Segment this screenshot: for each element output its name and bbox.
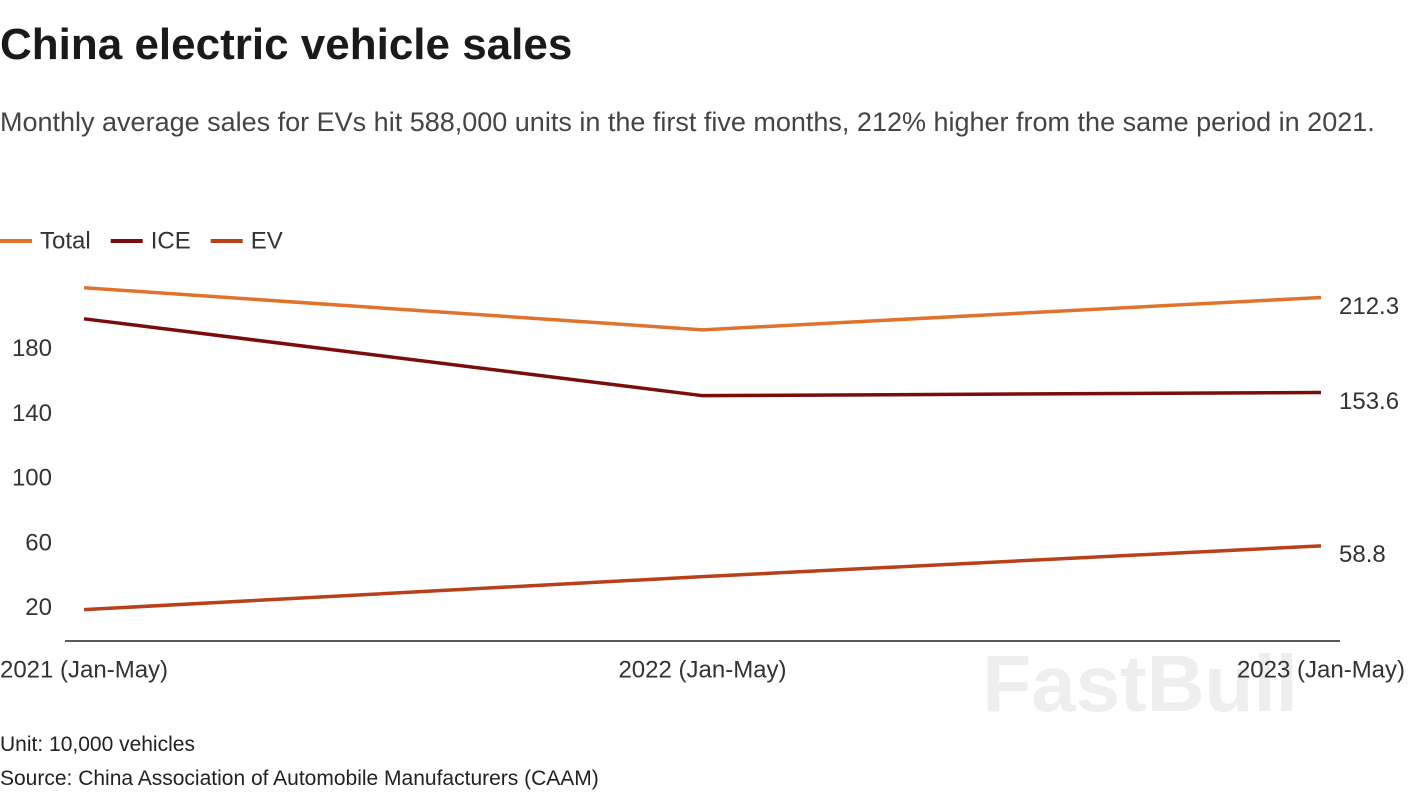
unit-note: Unit: 10,000 vehicles [0, 733, 195, 756]
chart-title: China electric vehicle sales [0, 20, 573, 69]
series-line [83, 544, 1322, 612]
y-tick-label: 180 [12, 335, 52, 362]
legend-label: EV [251, 227, 283, 254]
y-tick-label: 100 [12, 465, 52, 492]
watermark: FastBull [982, 639, 1298, 728]
x-tick-label: 2022 (Jan-May) [618, 656, 786, 683]
x-tick-label: 2021 (Jan-May) [0, 656, 168, 683]
data-label: 212.3 [1339, 293, 1399, 320]
legend-label: ICE [151, 227, 191, 254]
y-tick-label: 20 [25, 594, 52, 621]
data-label: 153.6 [1339, 388, 1399, 415]
y-tick-label: 60 [25, 529, 52, 556]
x-tick-label: 2023 (Jan-May) [1237, 656, 1405, 683]
chart: FastBull 20 60 100 140 180 2021 (Jan-May) 2022… [0, 227, 1405, 728]
data-label: 58.8 [1339, 541, 1386, 568]
legend-label: Total [40, 227, 91, 254]
series-line [83, 317, 1322, 398]
y-tick-label: 140 [12, 400, 52, 427]
source: Source: China Association of Automobile … [0, 767, 599, 790]
chart-subtitle: Monthly average sales for EVs hit 588,00… [0, 107, 1375, 137]
series-line [83, 286, 1322, 332]
